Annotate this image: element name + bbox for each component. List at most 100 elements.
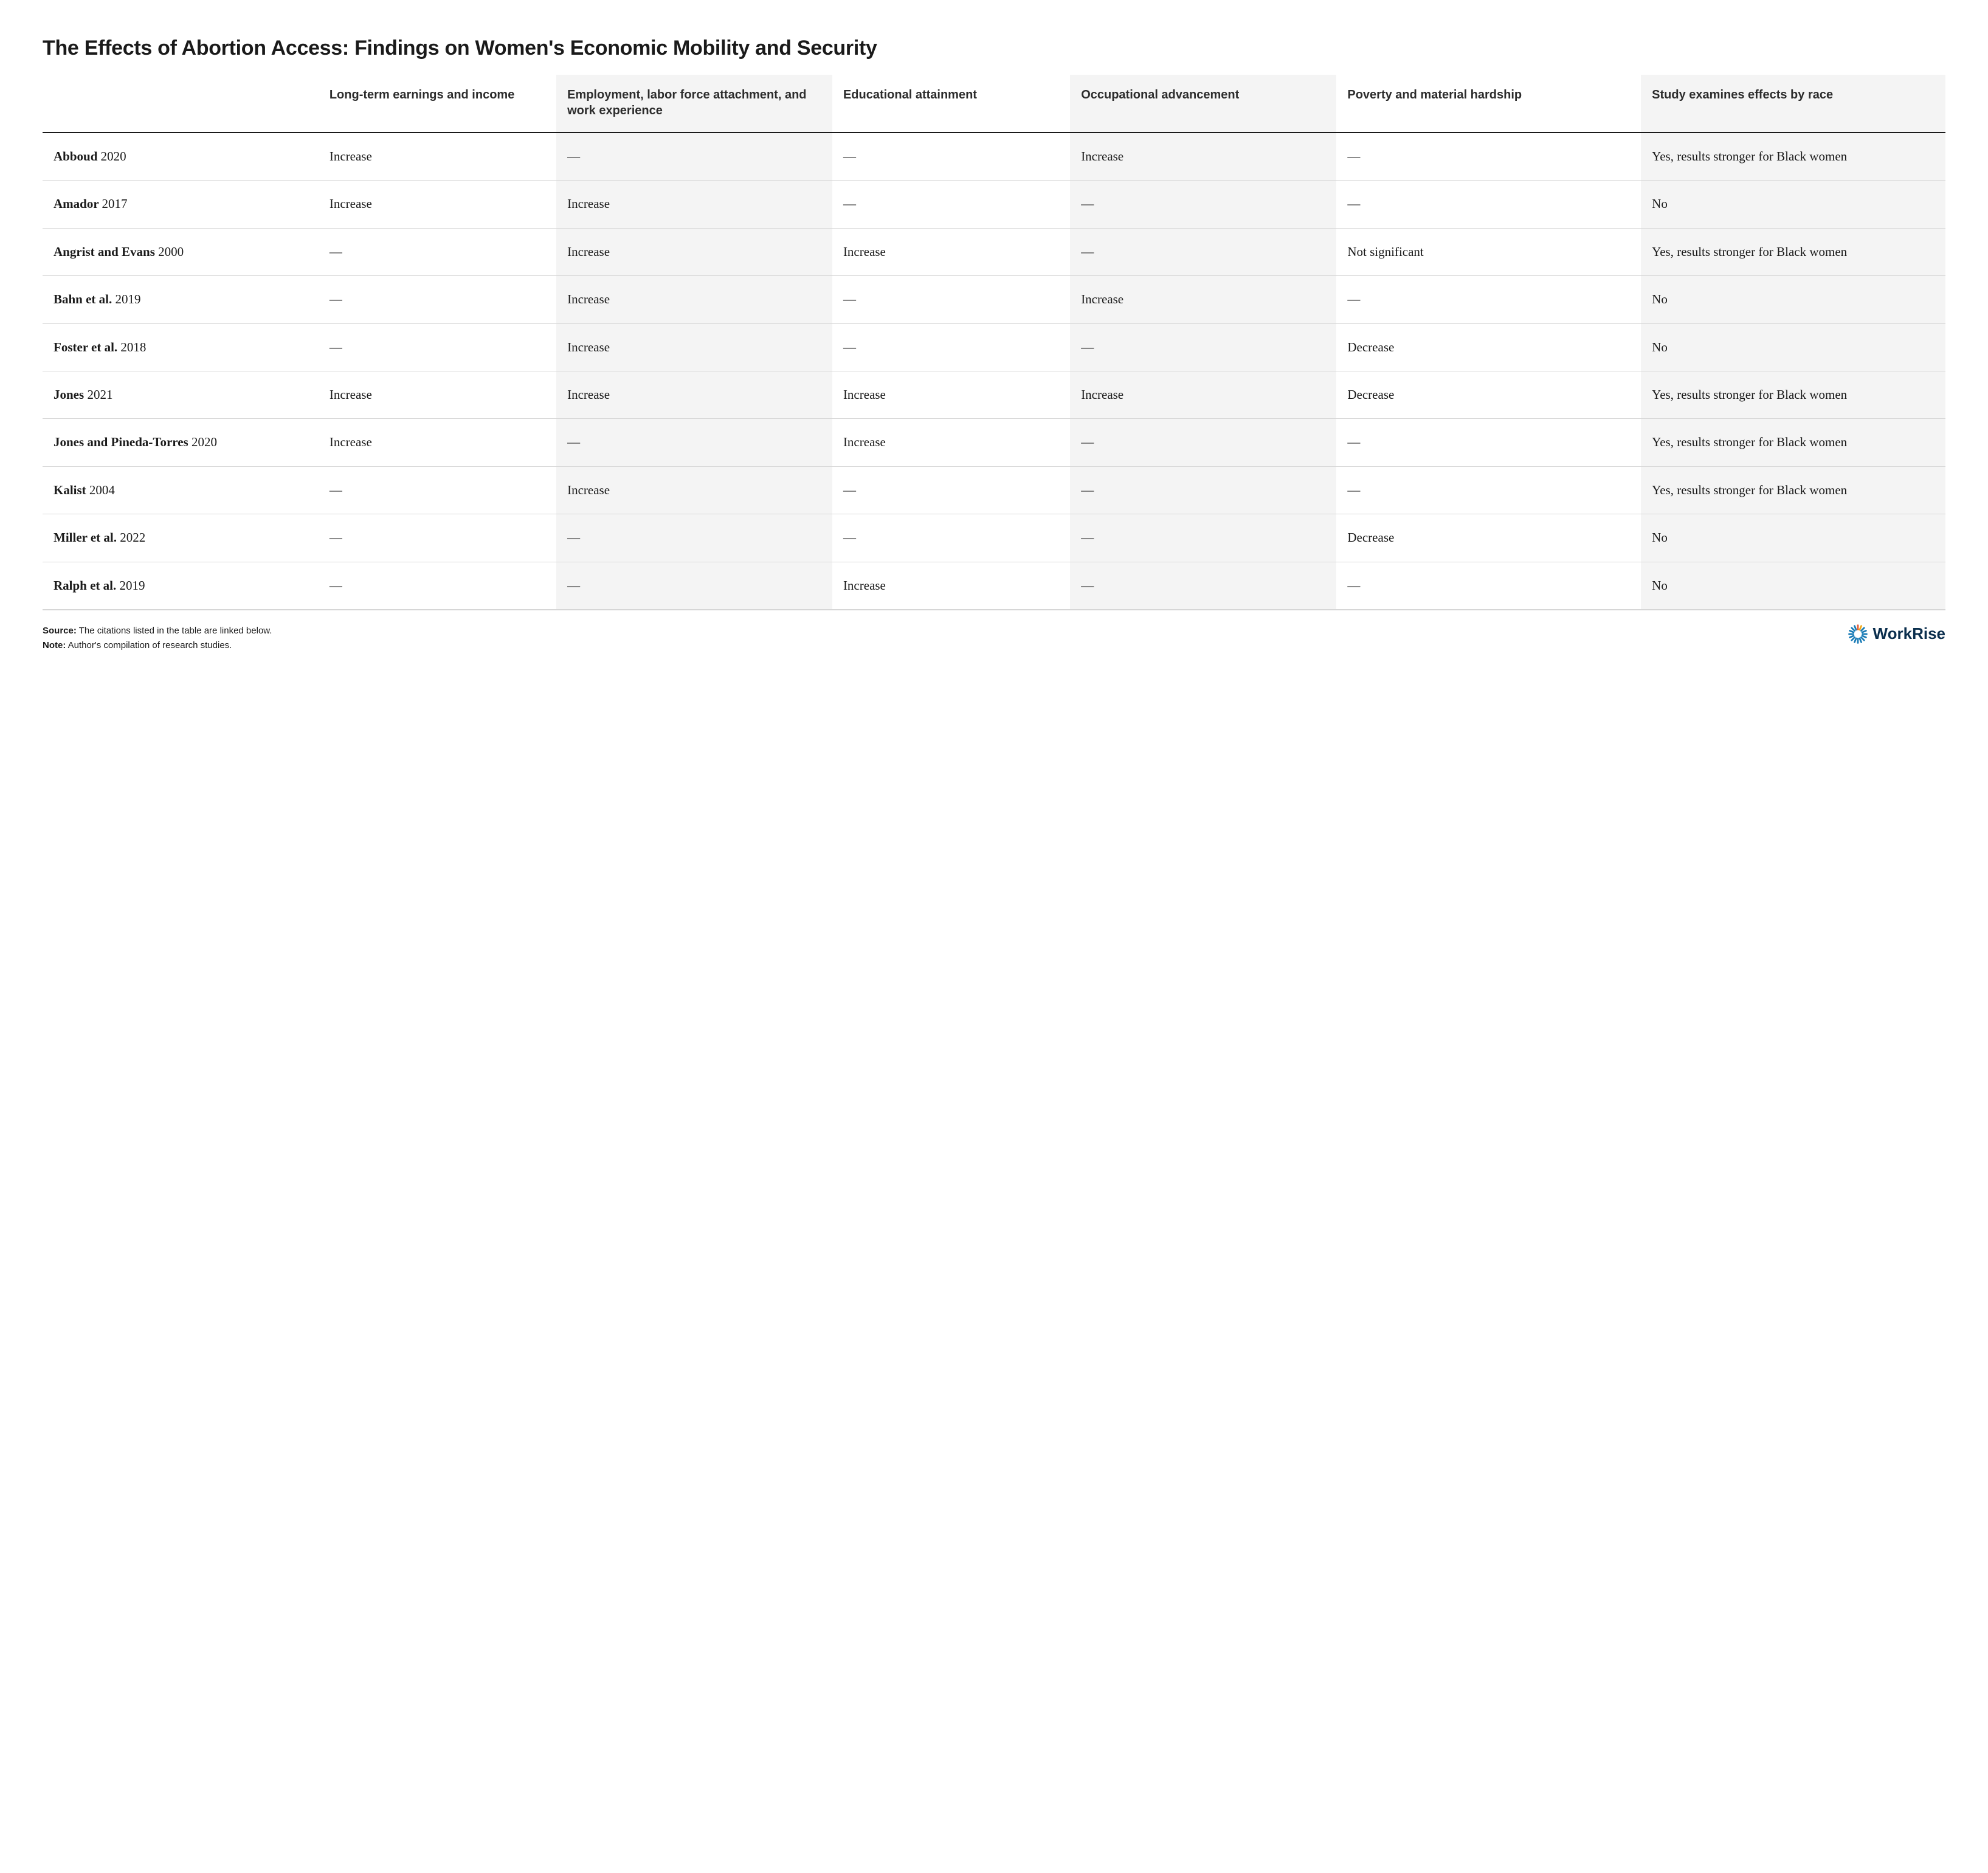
- data-cell: Increase: [556, 466, 832, 514]
- column-header: [43, 75, 319, 133]
- data-cell: Increase: [832, 562, 1070, 610]
- data-cell: —: [556, 562, 832, 610]
- data-cell: —: [556, 514, 832, 562]
- data-cell: —: [319, 228, 556, 275]
- study-author: Foster et al.: [53, 340, 120, 354]
- data-cell: Increase: [832, 419, 1070, 466]
- data-cell: Increase: [556, 276, 832, 323]
- data-cell: —: [556, 419, 832, 466]
- study-cell: Amador 2017: [43, 181, 319, 228]
- study-cell: Foster et al. 2018: [43, 323, 319, 371]
- footnotes: Source: The citations listed in the tabl…: [43, 624, 272, 653]
- note-text: Author's compilation of research studies…: [68, 640, 232, 650]
- data-cell: Increase: [319, 371, 556, 418]
- table-row: Foster et al. 2018—Increase——DecreaseNo: [43, 323, 1945, 371]
- data-cell: No: [1641, 514, 1945, 562]
- study-author: Ralph et al.: [53, 578, 120, 593]
- study-year: 2021: [87, 387, 112, 402]
- study-year: 2019: [116, 292, 141, 306]
- study-cell: Miller et al. 2022: [43, 514, 319, 562]
- data-cell: Increase: [832, 228, 1070, 275]
- data-cell: No: [1641, 181, 1945, 228]
- study-year: 2004: [89, 483, 115, 497]
- data-cell: —: [1070, 323, 1336, 371]
- data-cell: No: [1641, 323, 1945, 371]
- data-cell: Increase: [556, 323, 832, 371]
- data-cell: —: [1336, 562, 1641, 610]
- data-cell: Yes, results stronger for Black women: [1641, 228, 1945, 275]
- data-cell: —: [832, 133, 1070, 181]
- data-cell: —: [1070, 514, 1336, 562]
- data-cell: Not significant: [1336, 228, 1641, 275]
- table-row: Jones 2021IncreaseIncreaseIncreaseIncrea…: [43, 371, 1945, 418]
- study-year: 2000: [158, 244, 184, 259]
- study-cell: Kalist 2004: [43, 466, 319, 514]
- study-author: Bahn et al.: [53, 292, 116, 306]
- study-author: Kalist: [53, 483, 89, 497]
- data-cell: —: [556, 133, 832, 181]
- study-cell: Abboud 2020: [43, 133, 319, 181]
- table-row: Abboud 2020Increase——Increase—Yes, resul…: [43, 133, 1945, 181]
- column-header: Long-term earnings and income: [319, 75, 556, 133]
- data-cell: Increase: [556, 371, 832, 418]
- data-cell: —: [319, 323, 556, 371]
- data-cell: Yes, results stronger for Black women: [1641, 371, 1945, 418]
- data-cell: —: [1070, 419, 1336, 466]
- study-year: 2018: [120, 340, 146, 354]
- table-row: Miller et al. 2022————DecreaseNo: [43, 514, 1945, 562]
- study-author: Angrist and Evans: [53, 244, 158, 259]
- table-row: Bahn et al. 2019—Increase—Increase—No: [43, 276, 1945, 323]
- data-cell: —: [319, 514, 556, 562]
- column-header: Educational attainment: [832, 75, 1070, 133]
- study-cell: Jones and Pineda-Torres 2020: [43, 419, 319, 466]
- study-cell: Bahn et al. 2019: [43, 276, 319, 323]
- table-body: Abboud 2020Increase——Increase—Yes, resul…: [43, 133, 1945, 610]
- table-row: Amador 2017IncreaseIncrease———No: [43, 181, 1945, 228]
- data-cell: —: [1070, 562, 1336, 610]
- logo-text: WorkRise: [1873, 624, 1945, 643]
- data-cell: —: [832, 181, 1070, 228]
- data-cell: —: [832, 323, 1070, 371]
- table-row: Ralph et al. 2019——Increase——No: [43, 562, 1945, 610]
- data-cell: Increase: [1070, 276, 1336, 323]
- data-cell: —: [1336, 419, 1641, 466]
- data-cell: Increase: [1070, 133, 1336, 181]
- table-row: Jones and Pineda-Torres 2020Increase—Inc…: [43, 419, 1945, 466]
- column-header: Employment, labor force attachment, and …: [556, 75, 832, 133]
- data-cell: —: [319, 562, 556, 610]
- findings-table: Long-term earnings and incomeEmployment,…: [43, 75, 1945, 610]
- sunburst-icon: [1848, 624, 1868, 644]
- page-title: The Effects of Abortion Access: Findings…: [43, 36, 1945, 60]
- data-cell: No: [1641, 276, 1945, 323]
- data-cell: Decrease: [1336, 323, 1641, 371]
- data-cell: —: [832, 466, 1070, 514]
- data-cell: —: [1070, 228, 1336, 275]
- table-head: Long-term earnings and incomeEmployment,…: [43, 75, 1945, 133]
- data-cell: Increase: [319, 181, 556, 228]
- source-text: The citations listed in the table are li…: [79, 626, 272, 636]
- column-header: Study examines effects by race: [1641, 75, 1945, 133]
- data-cell: Increase: [556, 228, 832, 275]
- data-cell: No: [1641, 562, 1945, 610]
- column-header: Occupational advancement: [1070, 75, 1336, 133]
- data-cell: —: [319, 466, 556, 514]
- study-cell: Ralph et al. 2019: [43, 562, 319, 610]
- workrise-logo: WorkRise: [1848, 624, 1945, 644]
- study-year: 2020: [101, 149, 126, 164]
- study-year: 2019: [120, 578, 145, 593]
- data-cell: Increase: [556, 181, 832, 228]
- data-cell: —: [1336, 466, 1641, 514]
- data-cell: Increase: [832, 371, 1070, 418]
- study-year: 2022: [120, 530, 145, 545]
- data-cell: —: [832, 276, 1070, 323]
- data-cell: —: [832, 514, 1070, 562]
- note-line: Note: Author's compilation of research s…: [43, 638, 272, 653]
- study-author: Amador: [53, 196, 102, 211]
- data-cell: —: [1070, 181, 1336, 228]
- data-cell: —: [1070, 466, 1336, 514]
- data-cell: Increase: [1070, 371, 1336, 418]
- study-author: Jones and Pineda-Torres: [53, 435, 192, 449]
- column-header: Poverty and material hardship: [1336, 75, 1641, 133]
- header-row: Long-term earnings and incomeEmployment,…: [43, 75, 1945, 133]
- study-year: 2017: [102, 196, 128, 211]
